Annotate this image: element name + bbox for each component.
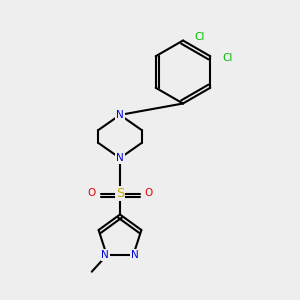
- Text: O: O: [87, 188, 96, 199]
- Text: Cl: Cl: [194, 32, 205, 43]
- Text: N: N: [101, 250, 109, 260]
- Text: S: S: [116, 187, 124, 200]
- Text: N: N: [116, 110, 124, 120]
- Text: O: O: [144, 188, 153, 199]
- Text: Cl: Cl: [223, 53, 233, 63]
- Text: N: N: [131, 250, 139, 260]
- Text: N: N: [116, 153, 124, 163]
